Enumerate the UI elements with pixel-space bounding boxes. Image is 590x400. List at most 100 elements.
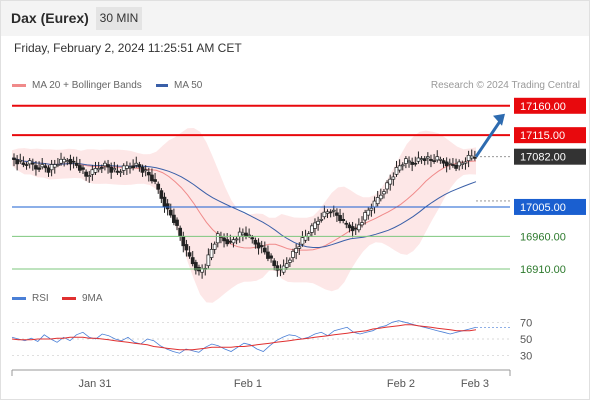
- candle-body: [165, 203, 170, 210]
- candle-body: [222, 237, 226, 242]
- legend-swatch-rsi-ma: [62, 296, 76, 300]
- legend-rsi-ma: 9MA: [62, 293, 103, 304]
- candle-body: [106, 164, 110, 168]
- candle-body: [59, 158, 63, 164]
- candle-body: [473, 156, 477, 159]
- candle-body: [109, 166, 114, 173]
- legend-bollinger: MA 20 + Bollinger Bands: [12, 80, 142, 91]
- candle-body: [206, 254, 211, 267]
- candle-body: [335, 212, 339, 216]
- candle-body: [460, 162, 465, 165]
- candle-body: [457, 161, 462, 167]
- candle-body: [21, 162, 26, 165]
- candle-body: [404, 158, 408, 164]
- candle-body: [231, 239, 236, 244]
- candle-body: [400, 164, 405, 167]
- legend-bollinger-label: MA 20 + Bollinger Bands: [32, 80, 142, 91]
- candle-body: [146, 172, 151, 176]
- candle-body: [463, 161, 468, 164]
- x-tick-label: Feb 3: [461, 378, 489, 390]
- candle-body: [84, 171, 88, 177]
- legend-ma50: MA 50: [156, 80, 202, 91]
- candle-body: [444, 161, 449, 167]
- candle-body: [331, 209, 336, 212]
- candle-body: [407, 160, 411, 163]
- candle-body: [162, 196, 167, 207]
- legend-rsi-ma-label: 9MA: [82, 293, 103, 304]
- timeframe-button[interactable]: 30 MIN: [96, 7, 142, 30]
- candle-body: [353, 227, 358, 230]
- candle-body: [37, 167, 41, 170]
- candle-body: [118, 171, 123, 174]
- candle-body: [27, 160, 32, 165]
- candle-body: [284, 263, 289, 268]
- candle-body: [253, 239, 258, 245]
- bollinger-band: [12, 128, 476, 303]
- candle-body: [435, 156, 440, 161]
- candle-body: [388, 178, 393, 185]
- candle-body: [125, 165, 129, 169]
- legend-swatch-bollinger: [12, 83, 26, 87]
- legend-ma50-label: MA 50: [174, 80, 203, 91]
- x-tick-label: Feb 1: [234, 378, 262, 390]
- candle-body: [68, 158, 73, 165]
- price-label-bg: [514, 97, 586, 114]
- candle-body: [363, 212, 367, 221]
- candle-body: [325, 211, 330, 214]
- legend-rsi: RSI: [12, 293, 49, 304]
- candle-body: [96, 168, 101, 171]
- rsi-tick-label: 30: [520, 351, 532, 363]
- price-label: 16960.00: [520, 231, 566, 243]
- candle-body: [357, 224, 361, 231]
- candle-body: [366, 209, 371, 216]
- price-label: 17005.00: [520, 202, 566, 214]
- candle-body: [378, 194, 383, 200]
- candle-body: [316, 220, 320, 225]
- candle-body: [168, 209, 173, 216]
- candle-body: [128, 166, 132, 169]
- candle-body: [156, 183, 161, 190]
- rsi-tick-label: 50: [520, 334, 532, 346]
- rsi-ma-line: [11, 324, 477, 351]
- ma50-line: [11, 157, 477, 248]
- candle-body: [300, 237, 305, 245]
- price-label: 17115.00: [520, 130, 565, 142]
- candle-body: [215, 233, 220, 244]
- price-label-bg: [514, 148, 586, 165]
- candle-body: [303, 235, 308, 241]
- candle-body: [322, 211, 327, 218]
- candle-body: [438, 158, 443, 161]
- candle-body: [410, 161, 415, 165]
- candle-body: [34, 165, 38, 170]
- candle-body: [115, 170, 120, 173]
- candle-body: [77, 165, 82, 171]
- price-label-bg: [514, 198, 586, 215]
- candle-body: [451, 164, 455, 166]
- candle-body: [81, 167, 85, 170]
- candle-body: [338, 215, 342, 222]
- candle-body: [309, 225, 314, 233]
- candle-body: [112, 168, 117, 171]
- candle-body: [228, 240, 233, 243]
- candle-body: [43, 165, 48, 169]
- candle-body: [360, 222, 364, 226]
- candle-body: [266, 251, 270, 259]
- candle-body: [143, 169, 148, 172]
- candle-body: [341, 218, 346, 222]
- candle-body: [150, 174, 154, 182]
- candle-body: [93, 168, 98, 173]
- candle-body: [416, 157, 421, 162]
- candle-body: [441, 160, 446, 164]
- candle-body: [190, 257, 195, 265]
- candle-body: [121, 165, 126, 171]
- candle-body: [262, 247, 267, 253]
- candle-body: [291, 250, 295, 258]
- candle-body: [46, 167, 51, 173]
- legend-rsi-label: RSI: [32, 293, 49, 304]
- candle-body: [49, 164, 54, 171]
- candle-body: [140, 166, 145, 173]
- rsi-line: [11, 320, 477, 354]
- candle-body: [134, 162, 139, 166]
- candle-body: [15, 159, 19, 165]
